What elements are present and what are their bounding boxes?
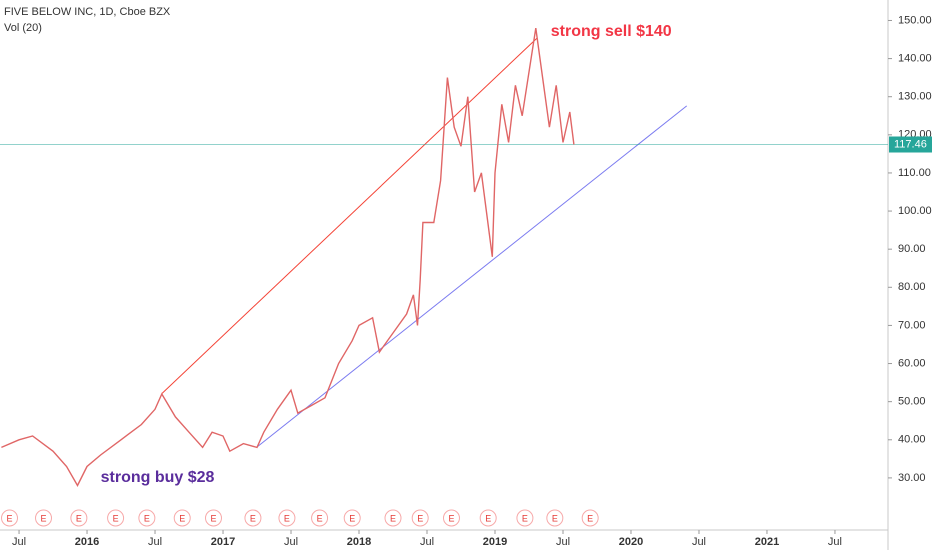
earnings-label: E [210,513,216,523]
y-tick-label: 70.00 [898,319,926,331]
earnings-marker [244,509,262,527]
earnings-marker [1,509,19,527]
x-tick-label: Jul [692,536,706,548]
earnings-label: E [448,513,454,523]
x-tick-label: 2019 [483,536,507,548]
y-tick-label: 40.00 [898,434,926,446]
earnings-label: E [284,513,290,523]
y-tick-label: 50.00 [898,396,926,408]
x-tick-label: Jul [828,536,842,548]
trend-line [161,37,538,395]
y-tick-label: 130.00 [898,91,932,103]
earnings-label: E [179,513,185,523]
earnings-marker [311,509,329,527]
earnings-label: E [41,513,47,523]
earnings-marker [384,509,402,527]
earnings-marker [546,509,564,527]
annotation: strong buy $28 [101,469,215,486]
x-tick-label: 2020 [619,536,643,548]
earnings-label: E [7,513,13,523]
y-tick-label: 100.00 [898,205,932,217]
x-tick-label: Jul [12,536,26,548]
earnings-marker [70,509,88,527]
x-tick-label: 2016 [75,536,99,548]
annotation: strong sell $140 [551,23,672,40]
earnings-label: E [113,513,119,523]
earnings-label: E [417,513,423,523]
earnings-marker [173,509,191,527]
earnings-label: E [485,513,491,523]
x-tick-label: 2018 [347,536,371,548]
last-price-box [889,136,932,153]
price-line [1,27,575,487]
volume-label: Vol (20) [4,22,42,34]
earnings-marker [411,509,429,527]
earnings-label: E [587,513,593,523]
x-tick-label: Jul [556,536,570,548]
earnings-label: E [250,513,256,523]
earnings-label: E [390,513,396,523]
earnings-marker [205,509,223,527]
earnings-marker [479,509,497,527]
earnings-label: E [144,513,150,523]
x-tick-label: 2021 [755,536,779,548]
y-tick-label: 150.00 [898,14,932,26]
y-tick-label: 30.00 [898,472,926,484]
x-tick-label: Jul [420,536,434,548]
x-tick-label: 2017 [211,536,235,548]
last-price-label: 117.46 [894,138,927,150]
y-tick-label: 60.00 [898,357,926,369]
earnings-marker [581,509,599,527]
earnings-marker [516,509,534,527]
earnings-marker [343,509,361,527]
earnings-marker [278,509,296,527]
earnings-marker [35,509,53,527]
earnings-label: E [76,513,82,523]
earnings-label: E [317,513,323,523]
earnings-label: E [552,513,558,523]
earnings-marker [107,509,125,527]
y-tick-label: 110.00 [898,167,931,179]
earnings-marker [138,509,156,527]
x-tick-label: Jul [284,536,298,548]
y-tick-label: 80.00 [898,281,926,293]
y-tick-label: 90.00 [898,243,926,255]
y-tick-label: 140.00 [898,52,932,64]
earnings-marker [442,509,460,527]
earnings-label: E [349,513,355,523]
x-tick-label: Jul [148,536,162,548]
earnings-label: E [522,513,528,523]
chart-title: FIVE BELOW INC, 1D, Cboe BZX [4,6,171,18]
